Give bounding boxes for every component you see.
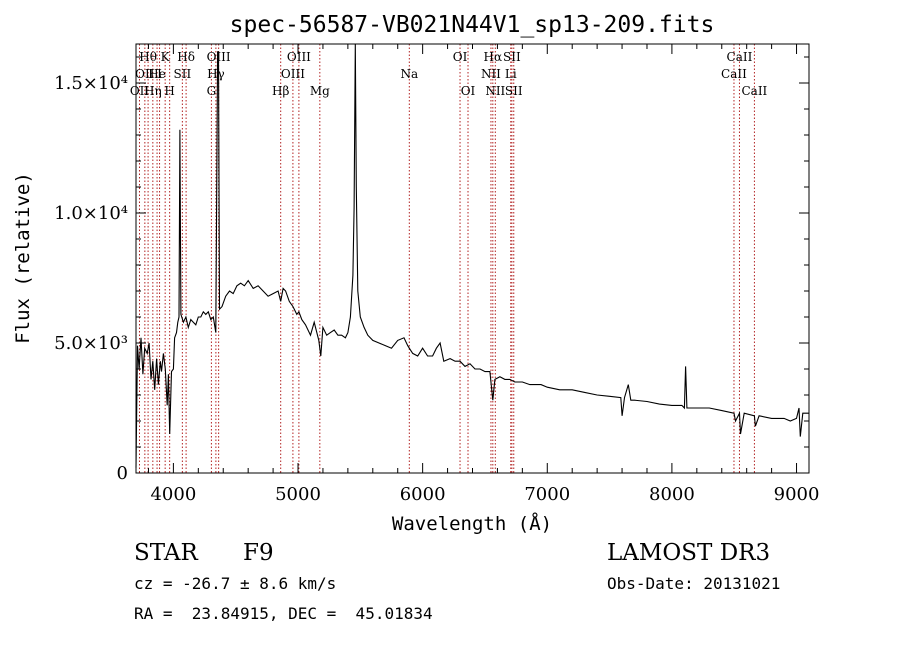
line-label-22: NII bbox=[485, 84, 505, 98]
redshift-velocity: cz = -26.7 ± 8.6 km/s bbox=[134, 574, 337, 593]
line-label-28: CaII bbox=[741, 84, 767, 98]
x-tick-label-5: 9000 bbox=[774, 484, 820, 505]
line-label-9: Hδ bbox=[177, 50, 195, 64]
x-tick-label-3: 7000 bbox=[524, 484, 570, 505]
x-tick-label-4: 8000 bbox=[649, 484, 695, 505]
line-label-27: CaII bbox=[727, 50, 753, 64]
line-label-25: SII bbox=[505, 84, 523, 98]
x-tick-label-0: 4000 bbox=[150, 484, 196, 505]
line-label-2: Hθ bbox=[139, 50, 157, 64]
plot-frame bbox=[135, 43, 810, 474]
y-axis-ticks: 0 5.0×10³ 1.0×10⁴ 1.5×10⁴ bbox=[54, 56, 809, 484]
line-label-18: OI bbox=[453, 50, 468, 64]
y-tick-label-1: 5.0×10³ bbox=[54, 333, 128, 354]
object-class: STAR bbox=[134, 540, 198, 566]
line-label-8: SII bbox=[174, 67, 192, 81]
x-tick-label-2: 6000 bbox=[400, 484, 446, 505]
line-label-23: Li bbox=[505, 67, 517, 81]
observation-date: Obs-Date: 20131021 bbox=[607, 574, 781, 593]
line-label-10: G bbox=[207, 84, 217, 98]
y-tick-label-0: 0 bbox=[117, 463, 128, 484]
line-label-16: Mg bbox=[310, 84, 330, 98]
line-label-7: H bbox=[164, 84, 174, 98]
line-label-26: CaII bbox=[721, 67, 747, 81]
x-axis-ticks: 4000 5000 6000 7000 8000 9000 bbox=[147, 44, 820, 505]
line-label-21: Hα bbox=[484, 50, 503, 64]
line-label-4: He bbox=[148, 67, 166, 81]
x-axis-label: Wavelength (Å) bbox=[392, 512, 552, 535]
line-label-6: K bbox=[161, 50, 171, 64]
spectral-subclass: F9 bbox=[243, 540, 274, 566]
spectrum-line bbox=[135, 43, 809, 468]
line-label-20: NII bbox=[481, 67, 501, 81]
line-label-13: Hβ bbox=[272, 84, 289, 98]
spectral-line-labels: OIIOIIHθHηHeIKHSIIHδGHγOIIIHβOIIIOIIIMgN… bbox=[130, 50, 768, 98]
line-label-17: Na bbox=[400, 67, 418, 81]
coordinates: RA = 23.84915, DEC = 45.01834 bbox=[134, 604, 433, 623]
line-label-0: OII bbox=[130, 84, 150, 98]
line-label-14: OIII bbox=[281, 67, 305, 81]
y-tick-label-2: 1.0×10⁴ bbox=[54, 203, 128, 224]
line-label-11: Hγ bbox=[207, 67, 225, 81]
line-label-24: SII bbox=[503, 50, 521, 64]
survey-name: LAMOST DR3 bbox=[607, 540, 771, 566]
line-label-1: OII bbox=[135, 67, 155, 81]
line-label-15: OIII bbox=[287, 50, 311, 64]
line-label-5: I bbox=[157, 67, 162, 81]
chart-title: spec-56587-VB021N44V1_sp13-209.fits bbox=[230, 12, 715, 38]
spectral-line-markers bbox=[138, 44, 755, 473]
y-axis-label: Flux (relative) bbox=[12, 172, 34, 344]
line-label-3: Hη bbox=[144, 84, 162, 98]
y-tick-label-3: 1.5×10⁴ bbox=[54, 73, 128, 94]
line-label-19: OI bbox=[461, 84, 476, 98]
x-tick-label-1: 5000 bbox=[275, 484, 321, 505]
